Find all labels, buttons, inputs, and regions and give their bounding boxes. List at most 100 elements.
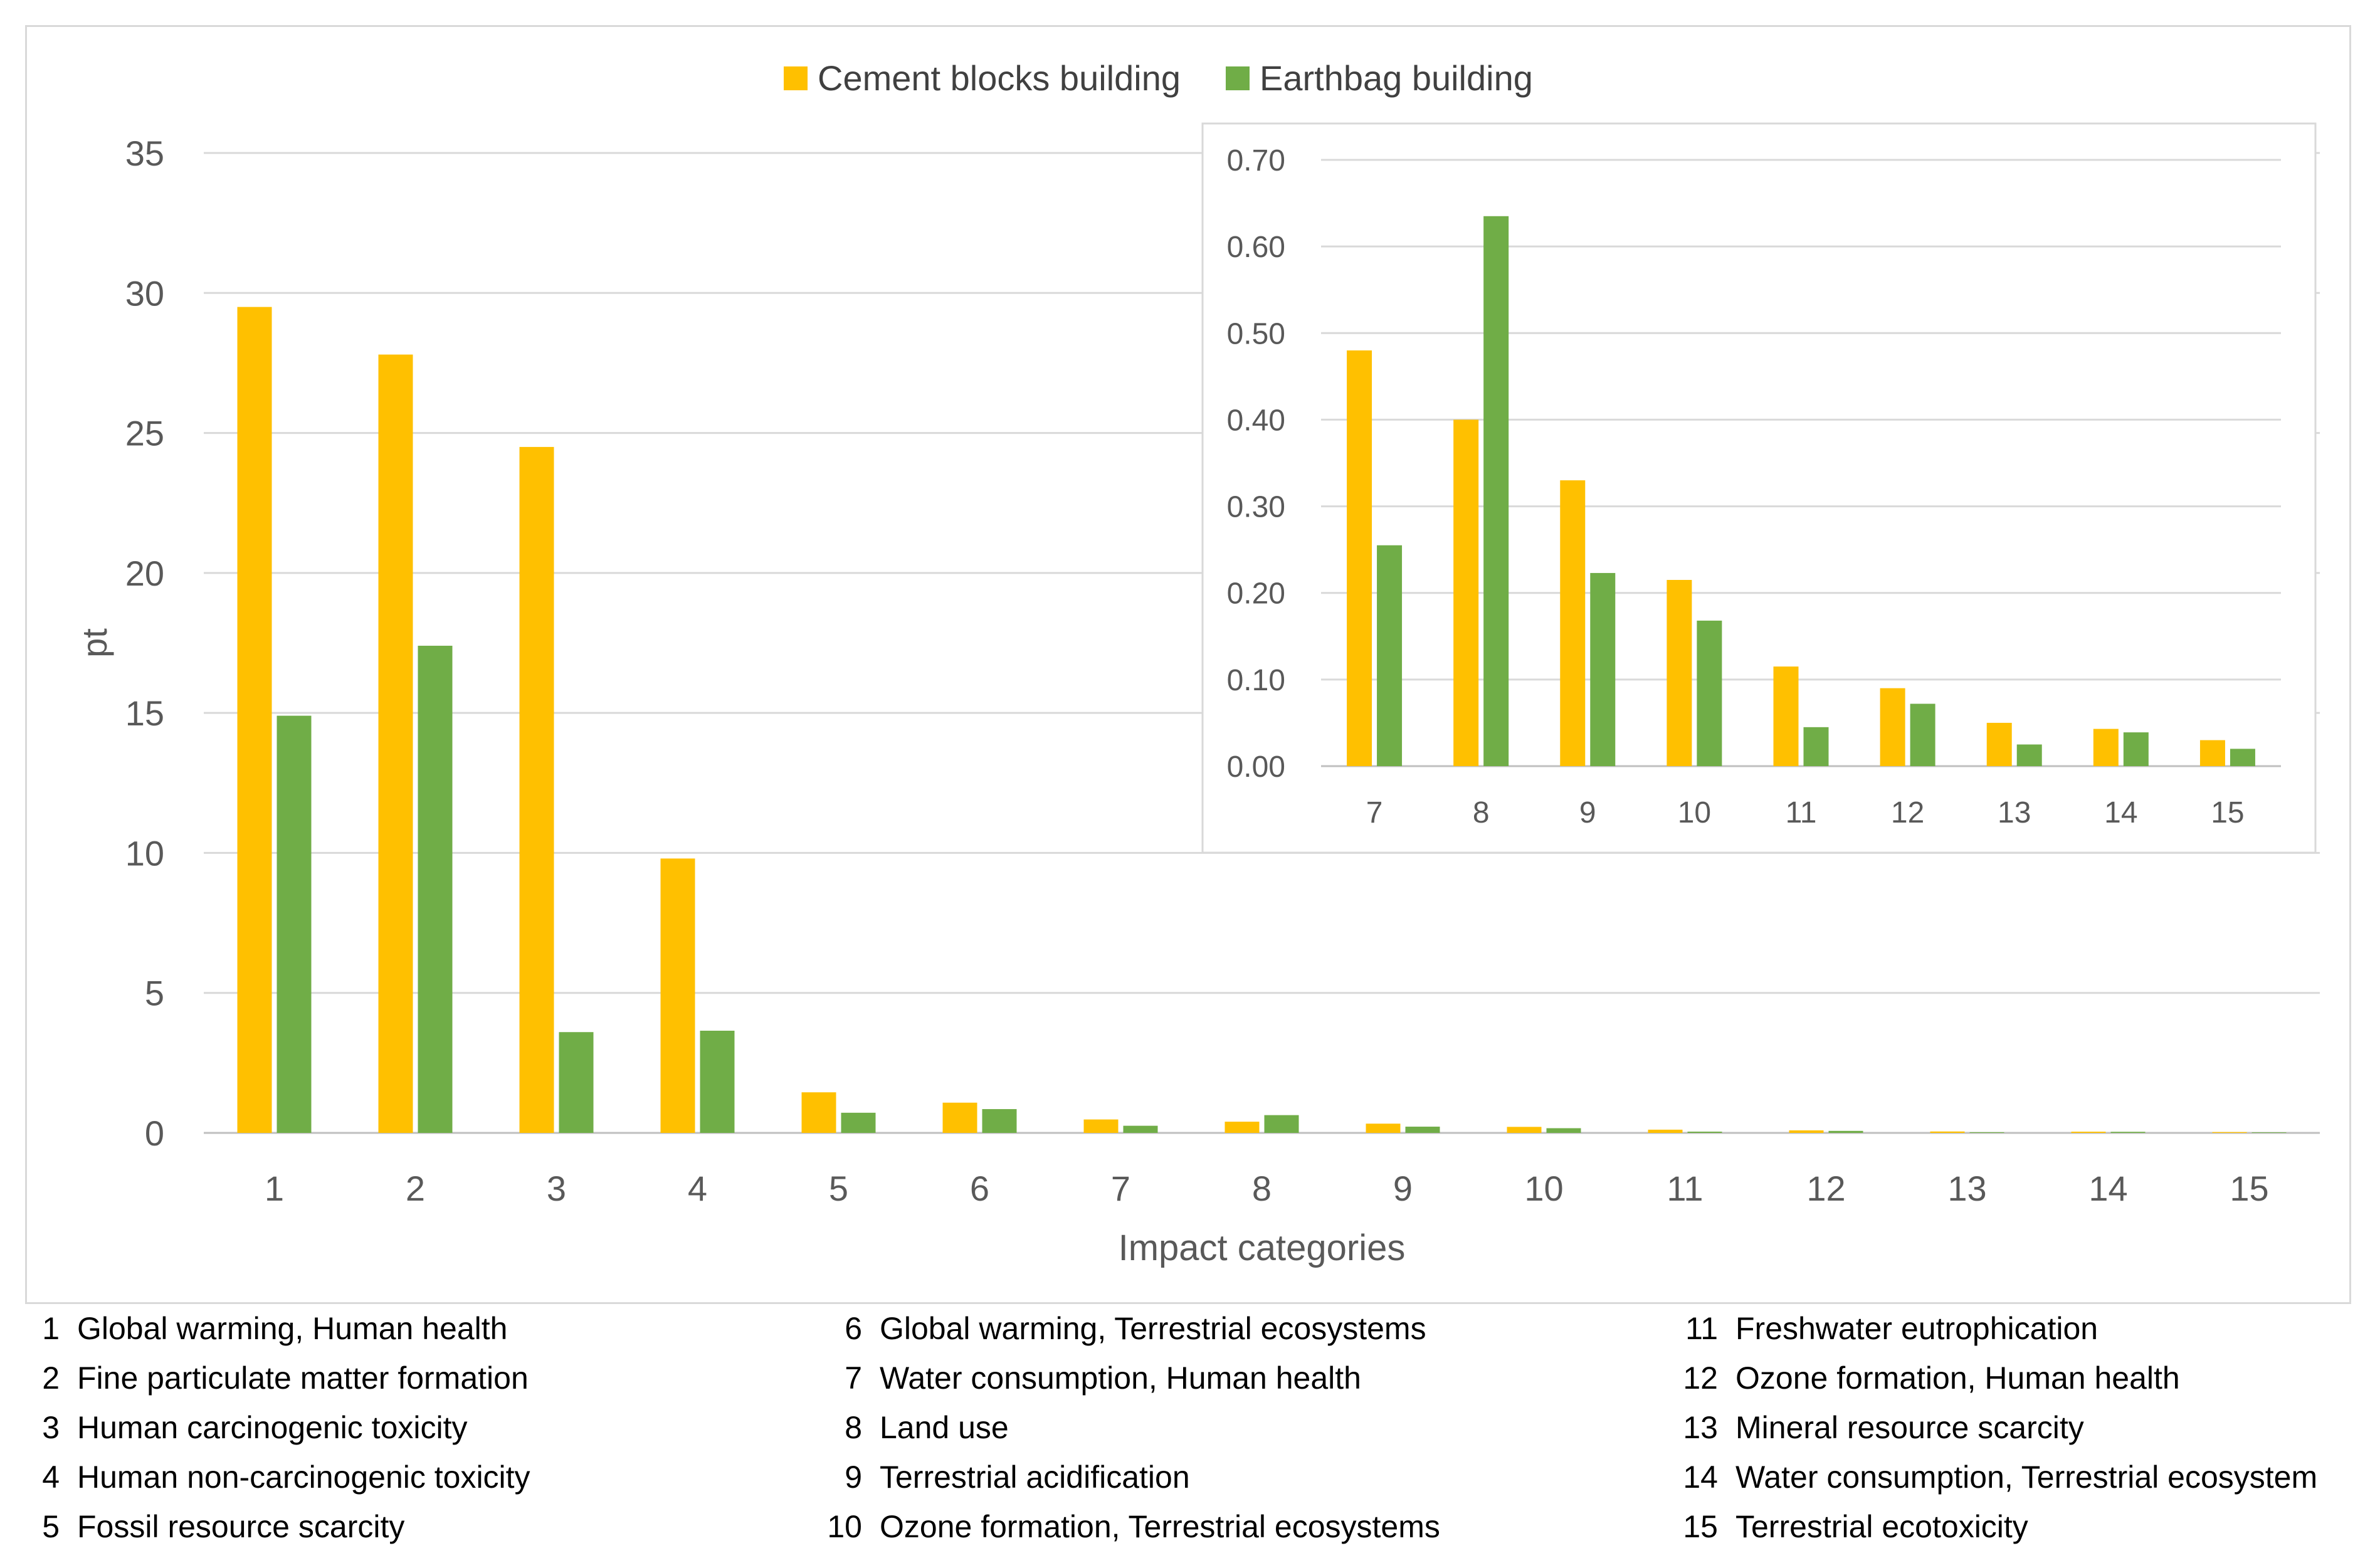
category-name: Water consumption, Terrestrial ecosystem (1735, 1460, 2318, 1495)
category-list-item: 11 Freshwater eutrophication (1661, 1310, 2098, 1347)
category-list-item: 7 Water consumption, Human health (806, 1360, 1361, 1396)
inset-bar-cement-15 (2199, 740, 2225, 766)
inset-y-tick-label: 0.40 (1227, 404, 1285, 437)
inset-bar-cement-12 (1880, 688, 1905, 766)
bar-cement-5 (801, 1092, 836, 1133)
category-number: 5 (42, 1509, 60, 1544)
category-number: 3 (42, 1410, 60, 1445)
bar-earthbag-5 (841, 1112, 876, 1133)
y-tick-label: 10 (125, 833, 164, 873)
bar-earthbag-3 (559, 1032, 594, 1133)
category-number: 14 (1683, 1460, 1718, 1495)
category-number: 9 (845, 1460, 862, 1495)
y-tick-label: 0 (145, 1113, 164, 1153)
inset-y-tick-label: 0.20 (1227, 577, 1285, 611)
bar-cement-7 (1083, 1119, 1119, 1133)
inset-bar-cement-8 (1453, 419, 1479, 766)
inset-bar-earthbag-8 (1483, 216, 1509, 766)
x-tick-label: 2 (406, 1169, 425, 1208)
legend-swatch-earthbag (1225, 66, 1250, 90)
bar-cement-12 (1789, 1130, 1824, 1133)
inset-bar-earthbag-14 (2123, 732, 2149, 766)
x-tick-label: 5 (829, 1169, 848, 1208)
inset-y-tick-label: 0.70 (1227, 144, 1285, 177)
category-list-item: 4 Human non-carcinogenic toxicity (25, 1459, 530, 1495)
inset-x-tick-label: 9 (1579, 796, 1596, 829)
category-name: Fossil resource scarcity (77, 1509, 405, 1544)
inset-bar-cement-11 (1773, 666, 1799, 766)
y-tick-label: 30 (125, 273, 164, 313)
bar-earthbag-9 (1405, 1127, 1440, 1133)
x-tick-label: 15 (2230, 1169, 2268, 1208)
category-number: 12 (1683, 1360, 1718, 1396)
inset-y-tick-label: 0.50 (1227, 317, 1285, 350)
legend-swatch-cement (784, 66, 808, 90)
bar-earthbag-4 (700, 1031, 735, 1133)
category-list-item: 1 Global warming, Human health (25, 1310, 507, 1347)
bar-earthbag-1 (276, 715, 312, 1133)
category-number: 2 (42, 1360, 60, 1396)
x-tick-label: 1 (265, 1169, 284, 1208)
category-number: 4 (42, 1460, 60, 1495)
category-number: 11 (1685, 1311, 1718, 1346)
category-name: Terrestrial acidification (880, 1460, 1190, 1495)
category-name: Terrestrial ecotoxicity (1735, 1509, 2028, 1544)
category-list-item: 5 Fossil resource scarcity (25, 1508, 404, 1545)
bar-cement-2 (378, 354, 413, 1133)
category-name: Ozone formation, Terrestrial ecosystems (880, 1509, 1440, 1544)
bar-earthbag-10 (1546, 1128, 1581, 1133)
category-list-item: 3 Human carcinogenic toxicity (25, 1409, 467, 1446)
bar-cement-15 (2212, 1132, 2247, 1133)
bar-earthbag-7 (1123, 1125, 1158, 1133)
category-name: Global warming, Terrestrial ecosystems (880, 1311, 1426, 1346)
x-tick-label: 3 (547, 1169, 566, 1208)
inset-bar-cement-9 (1560, 480, 1586, 766)
category-number: 1 (42, 1311, 60, 1346)
bar-earthbag-8 (1264, 1115, 1299, 1133)
category-name: Mineral resource scarcity (1735, 1410, 2084, 1445)
x-tick-label: 8 (1252, 1169, 1272, 1208)
x-tick-label: 6 (970, 1169, 989, 1208)
bar-cement-8 (1224, 1122, 1260, 1133)
inset-x-tick-label: 13 (1998, 796, 2031, 829)
bar-cement-6 (942, 1102, 977, 1133)
category-number: 15 (1683, 1509, 1718, 1544)
y-tick-label: 15 (125, 693, 164, 733)
category-list-item: 9 Terrestrial acidification (806, 1459, 1190, 1495)
category-name: Fine particulate matter formation (77, 1360, 529, 1396)
inset-bar-earthbag-7 (1377, 545, 1403, 766)
bar-earthbag-12 (1828, 1130, 1863, 1133)
inset-x-tick-label: 14 (2104, 796, 2137, 829)
category-list-item: 15 Terrestrial ecotoxicity (1661, 1508, 2028, 1545)
category-list-item: 6 Global warming, Terrestrial ecosystems (806, 1310, 1426, 1347)
category-list-item: 14 Water consumption, Terrestrial ecosyst… (1661, 1459, 2317, 1495)
category-number: 6 (845, 1311, 862, 1346)
inset-bar-earthbag-12 (1910, 703, 1935, 766)
y-tick-label: 20 (125, 554, 164, 593)
bar-cement-3 (519, 446, 554, 1133)
x-tick-label: 11 (1667, 1169, 1703, 1208)
y-axis-title: pt (75, 628, 114, 658)
category-list: 1 Global warming, Human health 2 Fine parti… (25, 1310, 2357, 1561)
inset-bar-cement-13 (1986, 722, 2012, 766)
y-tick-label: 5 (145, 974, 164, 1013)
y-tick-label: 25 (125, 414, 164, 453)
bar-cement-13 (1930, 1131, 1965, 1133)
legend-label-cement: Cement blocks building (818, 58, 1181, 98)
inset-x-tick-label: 8 (1473, 796, 1490, 829)
bar-earthbag-6 (982, 1109, 1017, 1133)
bar-earthbag-15 (2251, 1132, 2287, 1133)
category-number: 13 (1683, 1410, 1718, 1445)
bar-cement-9 (1366, 1123, 1401, 1133)
inset-x-tick-label: 15 (2211, 796, 2244, 829)
inset-bar-earthbag-15 (2230, 749, 2255, 766)
bar-earthbag-13 (1969, 1132, 2004, 1133)
category-name: Water consumption, Human health (880, 1360, 1361, 1396)
inset-bar-earthbag-9 (1590, 572, 1616, 766)
bar-cement-4 (660, 858, 695, 1133)
x-tick-label: 7 (1111, 1169, 1130, 1208)
bar-cement-11 (1648, 1129, 1683, 1133)
category-name: Freshwater eutrophication (1735, 1311, 2099, 1346)
category-list-item: 8 Land use (806, 1409, 1009, 1446)
